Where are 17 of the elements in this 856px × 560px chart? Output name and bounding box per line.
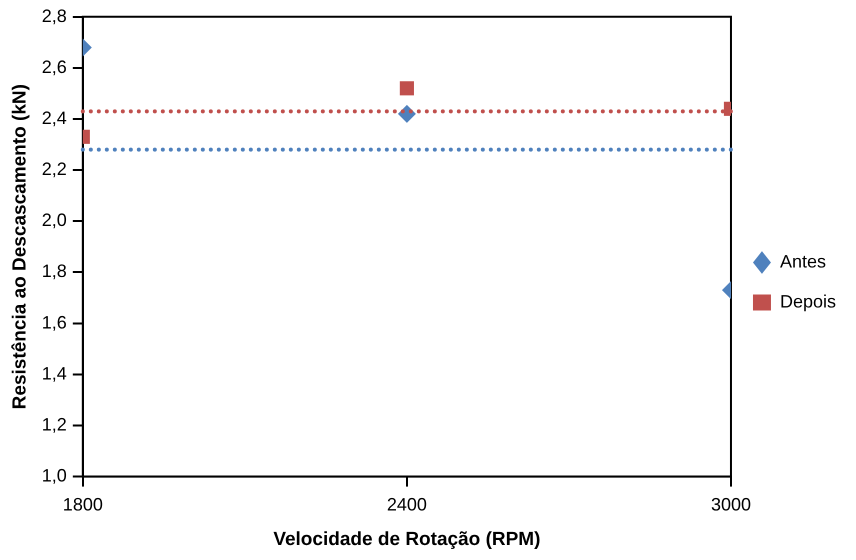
y-tick-label: 2,0 xyxy=(42,210,67,230)
y-tick-label: 2,8 xyxy=(42,6,67,26)
y-tick-label: 2,2 xyxy=(42,159,67,180)
y-tick-label: 1,2 xyxy=(42,414,67,434)
y-tick-label: 1,6 xyxy=(42,312,67,332)
x-axis-title: Velocidade de Rotação (RPM) xyxy=(273,528,540,550)
legend-label: Depois xyxy=(780,291,836,312)
x-tick-label: 1800 xyxy=(62,494,103,514)
y-tick-label: 1,8 xyxy=(42,261,67,282)
y-tick-label: 1,4 xyxy=(42,363,67,384)
y-axis-title: Resistência ao Descascamento (kN) xyxy=(10,84,31,410)
x-tick-label: 3000 xyxy=(710,494,751,514)
y-tick-label: 1,0 xyxy=(42,466,67,486)
y-tick-label: 2,4 xyxy=(42,108,67,128)
x-tick-label: 2400 xyxy=(386,494,427,514)
legend-label: Antes xyxy=(780,251,826,272)
y-tick-label: 2,6 xyxy=(42,56,67,77)
